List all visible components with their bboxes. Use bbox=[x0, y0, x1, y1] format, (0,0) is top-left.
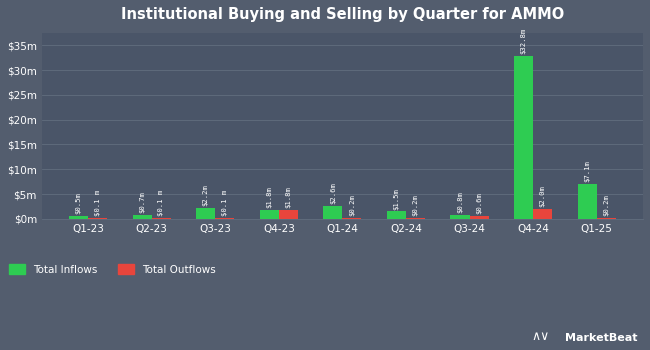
Text: $2.2m: $2.2m bbox=[203, 184, 209, 206]
Text: $0.1 m: $0.1 m bbox=[159, 190, 164, 216]
Bar bbox=[88, 218, 107, 219]
Text: $1.8m: $1.8m bbox=[285, 186, 291, 208]
Text: $0.2m: $0.2m bbox=[603, 194, 609, 216]
Text: $0.7m: $0.7m bbox=[139, 191, 145, 214]
Bar bbox=[323, 206, 343, 219]
Bar bbox=[69, 216, 88, 219]
Bar bbox=[260, 210, 279, 219]
Bar bbox=[514, 56, 533, 219]
Title: Institutional Buying and Selling by Quarter for AMMO: Institutional Buying and Selling by Quar… bbox=[121, 7, 564, 22]
Text: $2.0m: $2.0m bbox=[540, 185, 545, 207]
Text: $0.6m: $0.6m bbox=[476, 192, 482, 214]
Bar bbox=[196, 208, 215, 219]
Text: $0.1 m: $0.1 m bbox=[95, 190, 101, 216]
Text: $32.8m: $32.8m bbox=[521, 28, 526, 54]
Bar bbox=[533, 209, 552, 219]
Text: $1.5m: $1.5m bbox=[393, 188, 400, 210]
Text: $0.2m: $0.2m bbox=[349, 194, 355, 216]
Text: $2.6m: $2.6m bbox=[330, 182, 336, 204]
Bar bbox=[343, 218, 361, 219]
Bar bbox=[578, 184, 597, 219]
Bar bbox=[450, 215, 469, 219]
Text: $0.1 m: $0.1 m bbox=[222, 190, 228, 216]
Text: MarketBeat: MarketBeat bbox=[564, 333, 637, 343]
Bar bbox=[215, 218, 235, 219]
Text: $7.1m: $7.1m bbox=[584, 160, 590, 182]
Bar bbox=[133, 216, 151, 219]
Bar bbox=[406, 218, 425, 219]
Bar bbox=[279, 210, 298, 219]
Text: $0.5m: $0.5m bbox=[75, 193, 82, 215]
Bar bbox=[469, 216, 489, 219]
Bar bbox=[387, 211, 406, 219]
Bar bbox=[151, 218, 171, 219]
Bar bbox=[597, 218, 616, 219]
Text: ∧∨: ∧∨ bbox=[531, 330, 549, 343]
Text: $1.8m: $1.8m bbox=[266, 186, 272, 208]
Text: $0.8m: $0.8m bbox=[457, 191, 463, 213]
Legend: Total Inflows, Total Outflows: Total Inflows, Total Outflows bbox=[5, 260, 220, 279]
Text: $0.2m: $0.2m bbox=[413, 194, 419, 216]
